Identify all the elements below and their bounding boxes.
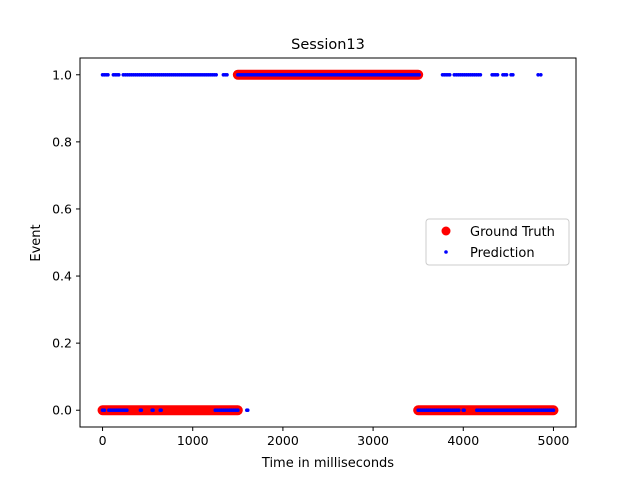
series-prediction — [100, 72, 556, 413]
prediction-point — [214, 72, 218, 77]
prediction-point — [456, 408, 461, 413]
prediction-point — [151, 408, 155, 413]
x-tick-label: 2000 — [267, 433, 299, 448]
axes-frame — [79, 57, 577, 428]
prediction-point — [125, 408, 129, 413]
data-layer — [97, 69, 559, 416]
prediction-point — [536, 72, 540, 77]
prediction-point — [106, 72, 110, 77]
legend: Ground Truth Prediction — [425, 218, 570, 266]
legend-marker-prediction — [444, 250, 448, 254]
prediction-point — [539, 72, 543, 77]
prediction-point — [495, 72, 500, 77]
y-tick-label: 0.8 — [52, 134, 72, 149]
ticks-layer: 0 1000 2000 3000 4000 5000 0.0 0.2 0.4 0.6 0.8 1.0 — [52, 67, 569, 448]
legend-label-prediction: Prediction — [470, 246, 535, 261]
y-axis-label: Event — [29, 224, 44, 261]
y-tick-label: 1.0 — [52, 67, 72, 82]
prediction-point — [245, 408, 250, 413]
legend-marker-ground-truth — [441, 226, 451, 236]
prediction-point — [225, 72, 229, 77]
y-tick-label: 0.6 — [52, 201, 72, 216]
prediction-point — [551, 408, 556, 413]
legend-box — [425, 218, 570, 266]
prediction-point — [478, 72, 483, 77]
prediction-point — [139, 408, 144, 413]
prediction-point — [236, 408, 240, 413]
chart-title: Session13 — [291, 37, 365, 53]
y-tick-label: 0.0 — [52, 403, 72, 418]
prediction-point — [159, 408, 163, 413]
prediction-point — [462, 408, 466, 413]
x-tick-label: 5000 — [538, 433, 570, 448]
prediction-point — [417, 72, 421, 77]
x-tick-label: 1000 — [177, 433, 209, 448]
x-tick-label: 3000 — [357, 433, 389, 448]
x-tick-label: 4000 — [447, 433, 479, 448]
prediction-point — [504, 72, 509, 77]
legend-label-ground-truth: Ground Truth — [470, 225, 555, 240]
x-tick-label: 0 — [99, 433, 107, 448]
y-tick-label: 0.2 — [52, 336, 72, 351]
prediction-point — [102, 408, 107, 413]
prediction-point — [447, 72, 452, 77]
x-axis-label: Time in milliseconds — [261, 456, 394, 471]
prediction-point — [511, 72, 515, 77]
y-tick-label: 0.4 — [52, 269, 72, 284]
prediction-point — [116, 72, 121, 77]
